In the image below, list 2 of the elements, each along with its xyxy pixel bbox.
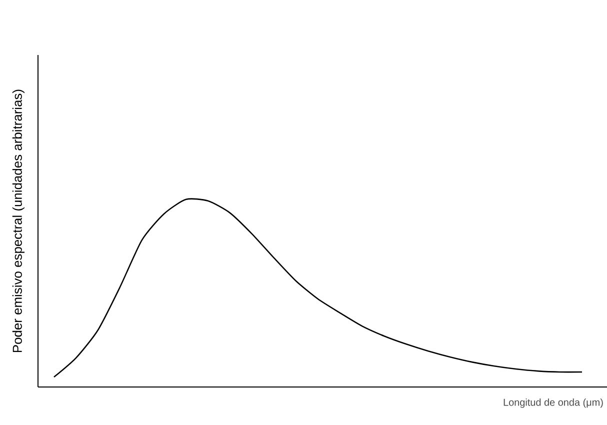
- y-axis-title: Poder emisivo espectral (unidades arbitrarias): [12, 90, 24, 352]
- x-axis-title: Longitud de onda (μm): [504, 398, 603, 408]
